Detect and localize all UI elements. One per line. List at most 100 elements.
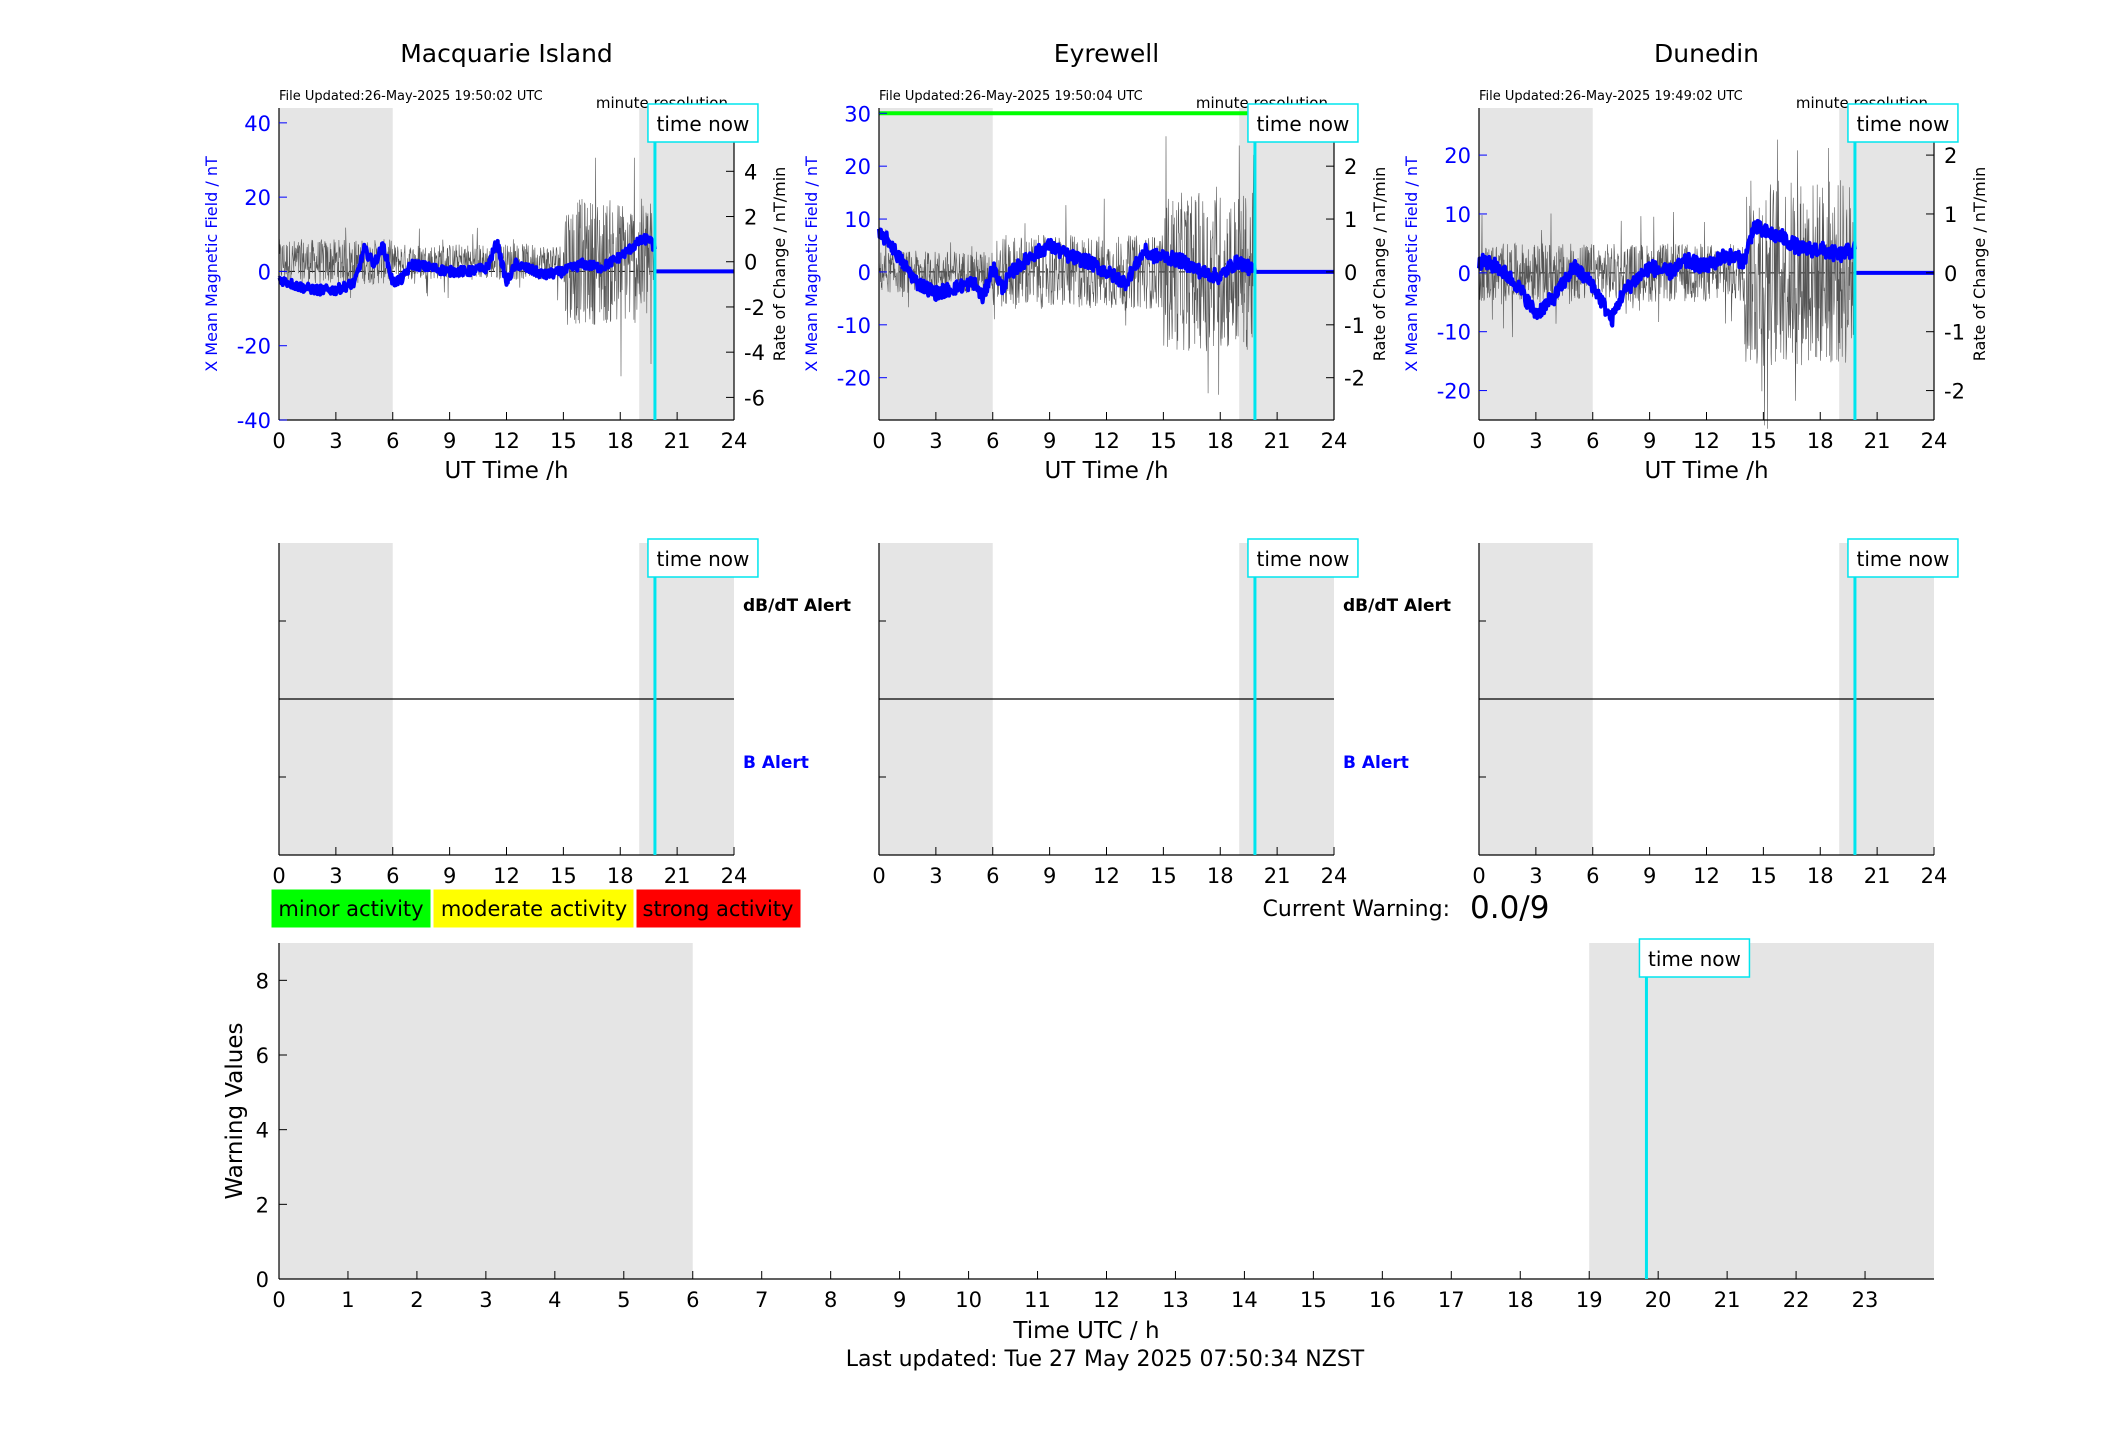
activity-legend: minor activity moderate activity strong … bbox=[268, 886, 804, 931]
warning-panel-xtick-label-1: 1 bbox=[341, 1288, 354, 1312]
alert-panel-2-xtick-label-21: 21 bbox=[1264, 864, 1291, 888]
alert-panel-1-b-alert-label: B Alert bbox=[743, 753, 809, 773]
alert-panel-2-xtick-label-15: 15 bbox=[1150, 864, 1177, 888]
panel-macquarie-island-xtick-label-0: 0 bbox=[272, 429, 285, 453]
warning-panel-ylabel: Warning Values bbox=[222, 1022, 248, 1199]
warning-panel-xlabel: Time UTC / h bbox=[1012, 1318, 1159, 1344]
alert-panel-3-time-now-box bbox=[1847, 538, 1959, 578]
panel-dunedin-xtick-label-3: 3 bbox=[1529, 429, 1542, 453]
panel-eyrewell-ytick-right-label-1: 1 bbox=[1344, 208, 1357, 232]
panel-eyrewell-ytick-right-label--2: -2 bbox=[1344, 367, 1365, 391]
panel-dunedin-xtick-label-21: 21 bbox=[1864, 429, 1891, 453]
alert-panel-2-xtick-label-24: 24 bbox=[1321, 864, 1348, 888]
panel-eyrewell-xtick-label-24: 24 bbox=[1321, 429, 1348, 453]
alert-panel-3-time-now-label: time now bbox=[1857, 547, 1950, 571]
panel-macquarie-island-title: Macquarie Island bbox=[400, 39, 613, 68]
panel-dunedin-ytick-right-label-2: 2 bbox=[1944, 144, 1957, 168]
panel-macquarie-island-xtick-label-12: 12 bbox=[493, 429, 520, 453]
alert-panel-1-xtick-label-3: 3 bbox=[329, 864, 342, 888]
warning-panel-xtick-label-2: 2 bbox=[410, 1288, 423, 1312]
panel-eyrewell-ytick-right-label-0: 0 bbox=[1344, 261, 1357, 285]
panel-macquarie-island-xtick-label-15: 15 bbox=[550, 429, 577, 453]
warning-panel-xtick-label-21: 21 bbox=[1714, 1288, 1741, 1312]
panel-macquarie-island-ylabel-right: Rate of Change / nT/min bbox=[770, 167, 789, 362]
alert-panel-3: 0 3 6 9 12 15 18 21 24 time now bbox=[1472, 538, 1959, 888]
panel-eyrewell-ytick-label--20: -20 bbox=[837, 367, 871, 391]
panel-dunedin-xtick-label-0: 0 bbox=[1472, 429, 1485, 453]
warning-panel-xtick-label-17: 17 bbox=[1438, 1288, 1465, 1312]
panel-dunedin-ytick-label--10: -10 bbox=[1437, 321, 1471, 345]
panel-macquarie-island-time-now-box bbox=[647, 103, 759, 143]
panel-macquarie-island-ytick-right-label--2: -2 bbox=[744, 296, 765, 320]
panel-dunedin-xtick-label-9: 9 bbox=[1643, 429, 1656, 453]
alert-panel-2-xtick-label-3: 3 bbox=[929, 864, 942, 888]
legend-moderate-swatch bbox=[430, 886, 637, 931]
panel-eyrewell: Eyrewell File Updated:26-May-2025 19:50:0… bbox=[802, 39, 1389, 484]
panel-eyrewell-file-updated: File Updated:26-May-2025 19:50:04 UTC bbox=[879, 89, 1143, 104]
panel-eyrewell-xtick-label-0: 0 bbox=[872, 429, 885, 453]
alert-panel-2-xtick-label-18: 18 bbox=[1207, 864, 1234, 888]
panel-macquarie-island-ytick-label--20: -20 bbox=[237, 335, 271, 359]
panel-dunedin-ytick-right-label--1: -1 bbox=[1944, 321, 1965, 345]
warning-panel-xtick-label-22: 22 bbox=[1783, 1288, 1810, 1312]
warning-panel-ytick-label-6: 6 bbox=[256, 1044, 269, 1068]
panel-eyrewell-ytick-label-20: 20 bbox=[844, 155, 871, 179]
panel-macquarie-island-xtick-label-24: 24 bbox=[721, 429, 748, 453]
panel-eyrewell-ytick-right-label-2: 2 bbox=[1344, 155, 1357, 179]
legend-minor-label: minor activity bbox=[278, 897, 423, 921]
alert-panel-2-time-now-box bbox=[1247, 538, 1359, 578]
panel-dunedin-ytick-label-0: 0 bbox=[1458, 262, 1471, 286]
alert-panel-3-xtick-label-0: 0 bbox=[1472, 864, 1485, 888]
panel-eyrewell-xtick-label-15: 15 bbox=[1150, 429, 1177, 453]
panel-macquarie-island-ytick-label--40: -40 bbox=[237, 409, 271, 433]
panel-eyrewell-xlabel: UT Time /h bbox=[1044, 458, 1168, 484]
panel-macquarie-island-rate-trace bbox=[278, 157, 656, 377]
warning-panel-xtick-label-11: 11 bbox=[1024, 1288, 1051, 1312]
warning-panel-xtick-label-18: 18 bbox=[1507, 1288, 1534, 1312]
alert-panel-1-xtick-label-15: 15 bbox=[550, 864, 577, 888]
panel-macquarie-island-ytick-right-label-0: 0 bbox=[744, 251, 757, 275]
warning-panel-xtick-label-19: 19 bbox=[1576, 1288, 1603, 1312]
warning-panel-xtick-label-9: 9 bbox=[893, 1288, 906, 1312]
alert-panel-1-dbdt-alert-label: dB/dT Alert bbox=[743, 596, 851, 616]
alert-panel-2-time-now-label: time now bbox=[1257, 547, 1350, 571]
panel-dunedin-time-now-label: time now bbox=[1857, 112, 1950, 136]
alert-panel-1-xtick-label-6: 6 bbox=[386, 864, 399, 888]
warning-panel-ytick-label-8: 8 bbox=[256, 969, 269, 993]
alert-panel-1-xtick-label-9: 9 bbox=[443, 864, 456, 888]
alert-panel-3-xtick-label-3: 3 bbox=[1529, 864, 1542, 888]
panel-macquarie-island-xtick-label-18: 18 bbox=[607, 429, 634, 453]
alert-panel-1-time-now-label: time now bbox=[657, 547, 750, 571]
panel-dunedin-ytick-right-label-1: 1 bbox=[1944, 203, 1957, 227]
warning-panel-xtick-label-4: 4 bbox=[548, 1288, 561, 1312]
panel-eyrewell-ytick-label-30: 30 bbox=[844, 102, 871, 126]
alert-panel-1-xtick-label-18: 18 bbox=[607, 864, 634, 888]
panel-dunedin-ylabel-right: Rate of Change / nT/min bbox=[1970, 167, 1989, 362]
warning-panel-xtick-label-6: 6 bbox=[686, 1288, 699, 1312]
panel-dunedin-xtick-label-15: 15 bbox=[1750, 429, 1777, 453]
alert-panel-2-dbdt-alert-label: dB/dT Alert bbox=[1343, 596, 1451, 616]
panel-macquarie-island-ytick-right-label-4: 4 bbox=[744, 160, 757, 184]
panel-dunedin-ytick-label-20: 20 bbox=[1444, 144, 1471, 168]
current-warning-value: 0.0/9 bbox=[1470, 890, 1549, 926]
warning-panel-time-now-box bbox=[1638, 938, 1751, 978]
panel-macquarie-island-time-now-label: time now bbox=[657, 112, 750, 136]
panel-eyrewell-b-trace bbox=[877, 227, 1257, 305]
panel-eyrewell-ytick-label-10: 10 bbox=[844, 208, 871, 232]
panel-dunedin-xtick-label-18: 18 bbox=[1807, 429, 1834, 453]
panel-dunedin-ytick-label-10: 10 bbox=[1444, 203, 1471, 227]
panel-macquarie-island-xtick-label-3: 3 bbox=[329, 429, 342, 453]
panel-eyrewell-xtick-label-21: 21 bbox=[1264, 429, 1291, 453]
panel-macquarie-island-ytick-label-40: 40 bbox=[244, 112, 271, 136]
panel-eyrewell-time-now-label: time now bbox=[1257, 112, 1350, 136]
panel-dunedin-rate-trace bbox=[1478, 139, 1856, 429]
alert-panel-1-xtick-label-12: 12 bbox=[493, 864, 520, 888]
panel-dunedin-xtick-label-24: 24 bbox=[1921, 429, 1948, 453]
current-warning-label: Current Warning: bbox=[1263, 897, 1450, 922]
warning-panel-xtick-label-7: 7 bbox=[755, 1288, 768, 1312]
panel-dunedin-night-shading-1 bbox=[1839, 108, 1934, 420]
alert-panel-2-xtick-label-9: 9 bbox=[1043, 864, 1056, 888]
panel-eyrewell-ytick-label--10: -10 bbox=[837, 314, 871, 338]
